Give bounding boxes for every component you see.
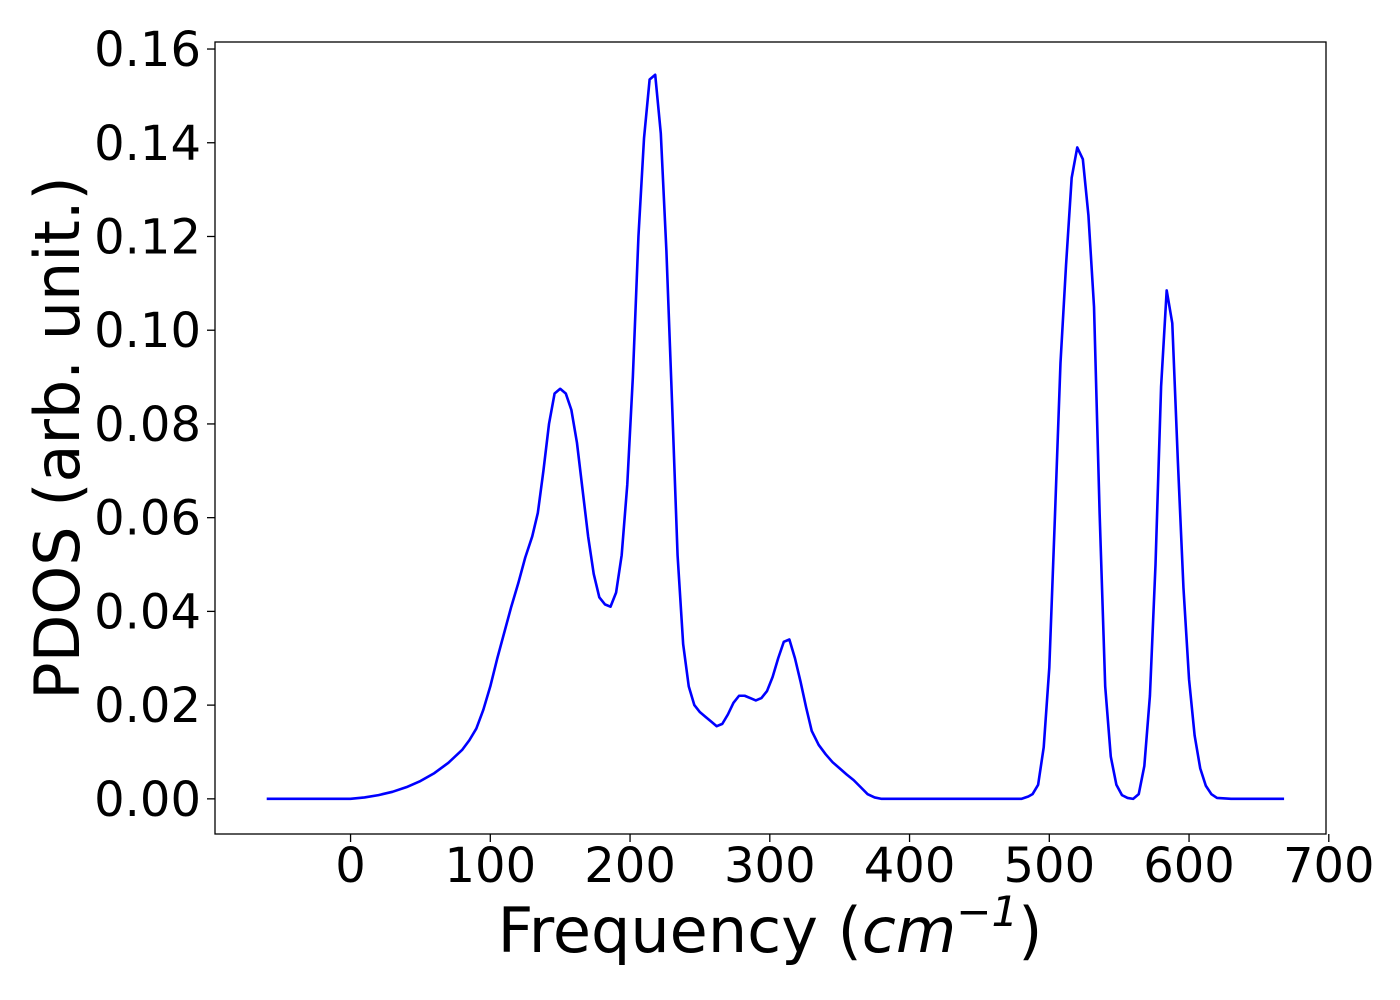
y-tick-label: 0.04	[94, 584, 201, 640]
x-axis-label: Frequency (cm−1)	[498, 887, 1043, 967]
x-axis-label-suffix: )	[1018, 894, 1042, 967]
x-tick-label: 700	[1283, 838, 1375, 894]
y-tick-label: 0.02	[94, 678, 201, 734]
pdos-line	[266, 73, 1285, 801]
y-tick-label: 0.06	[94, 491, 201, 547]
x-axis-label-exponent: −1	[956, 887, 1018, 936]
plot-frame	[214, 41, 1327, 835]
y-tick-label: 0.08	[94, 397, 201, 453]
x-tick-label: 0	[335, 838, 366, 894]
y-tick-label: 0.12	[94, 209, 201, 265]
y-axis-label: PDOS (arb. unit.)	[21, 176, 94, 699]
x-tick-label: 100	[444, 838, 536, 894]
y-tick-label: 0.10	[94, 303, 201, 359]
plot-area	[215, 42, 1326, 834]
x-axis-label-prefix: Frequency (	[498, 894, 862, 967]
x-tick-label: 400	[864, 838, 956, 894]
x-axis-label-unit: cm	[862, 894, 956, 967]
y-tick-label: 0.16	[94, 22, 201, 78]
y-tick-label: 0.00	[94, 772, 201, 828]
x-tick-label: 200	[584, 838, 676, 894]
y-tick-label: 0.14	[94, 116, 201, 172]
x-axis-ticks: 0 100 200 300 400 500 600 700	[335, 834, 1375, 894]
x-tick-label: 500	[1003, 838, 1095, 894]
x-tick-label: 300	[724, 838, 816, 894]
y-axis-ticks: 0.00 0.02 0.04 0.06 0.08 0.10 0.12 0.14 0.16	[94, 22, 215, 828]
x-tick-label: 600	[1143, 838, 1235, 894]
